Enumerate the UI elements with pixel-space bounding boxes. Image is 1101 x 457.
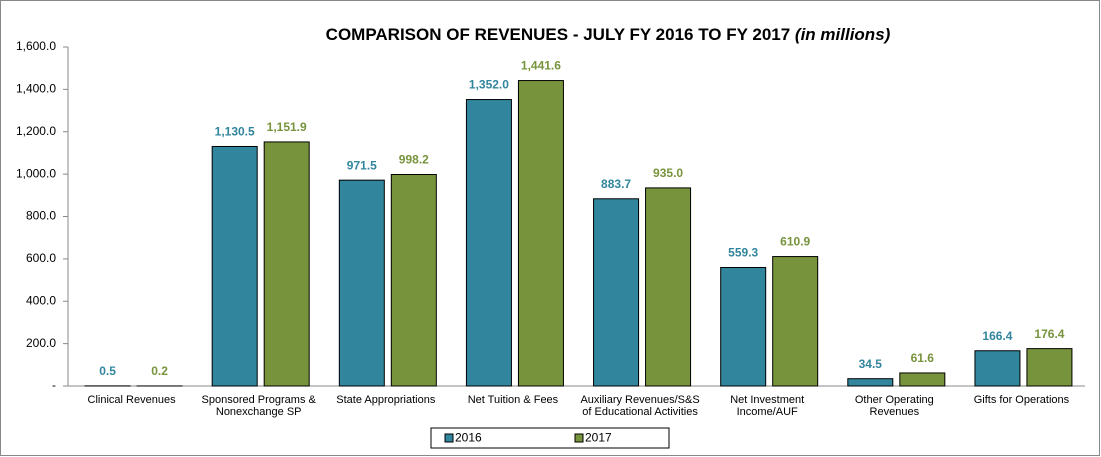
legend-box (430, 427, 670, 449)
y-tick-label: 600.0 (26, 251, 56, 265)
x-tick-line: Clinical Revenues (88, 394, 177, 406)
bar (720, 266, 767, 387)
data-label: 61.6 (911, 351, 935, 365)
x-tick-label: Net Investment Income/AUF (730, 394, 804, 418)
bar (517, 80, 564, 387)
legend-label: 2016 (455, 431, 482, 445)
y-tick-label: 1,600.0 (16, 39, 56, 53)
y-tick-label: 1,200.0 (16, 124, 56, 138)
data-label: 1,130.5 (215, 125, 255, 139)
title-main: COMPARISON OF REVENUES - JULY FY 2016 TO… (326, 25, 791, 44)
y-tick-label: - (52, 378, 56, 392)
bar (899, 372, 946, 387)
bar (211, 145, 258, 387)
bar (338, 179, 385, 387)
x-tick-line: Income/AUF (737, 406, 798, 418)
x-tick-line: State Appropriations (336, 394, 436, 406)
x-tick-line: Sponsored Programs & (202, 394, 317, 406)
data-label: 176.4 (1034, 327, 1064, 341)
bar (263, 141, 310, 387)
data-label: 883.7 (601, 177, 631, 191)
title-units: (in millions) (795, 25, 891, 44)
x-tick-label: Clinical Revenues (88, 394, 177, 406)
bar (390, 174, 437, 387)
x-tick-line: Other Operating (855, 394, 934, 406)
data-label: 935.0 (653, 166, 683, 180)
bar (1026, 348, 1073, 387)
x-tick-line: Net Investment (730, 394, 804, 406)
data-label: 0.5 (99, 364, 116, 378)
data-label: 1,441.6 (521, 59, 561, 73)
chart-title: COMPARISON OF REVENUES - JULY FY 2016 TO… (326, 25, 891, 44)
x-tick-label: Net Tuition & Fees (468, 394, 559, 406)
data-label: 0.2 (151, 364, 168, 378)
x-tick-line: of Educational Activities (582, 406, 698, 418)
data-label: 971.5 (347, 158, 377, 172)
y-tick-label: 1,400.0 (16, 82, 56, 96)
data-label: 559.3 (728, 246, 758, 260)
bar (593, 198, 640, 387)
bar (465, 99, 512, 387)
x-tick-line: Auxiliary Revenues/S&S (580, 394, 699, 406)
bar (974, 350, 1021, 387)
data-label: 34.5 (859, 357, 883, 371)
x-tick-line: Net Tuition & Fees (468, 394, 559, 406)
bar (847, 378, 894, 387)
legend-swatch (444, 433, 454, 443)
y-tick-label: 400.0 (26, 293, 56, 307)
data-label: 610.9 (780, 235, 810, 249)
x-tick-line: Revenues (870, 406, 920, 418)
data-label: 1,151.9 (267, 120, 307, 134)
x-tick-label: State Appropriations (336, 394, 436, 406)
data-label: 998.2 (399, 153, 429, 167)
bar (772, 256, 819, 387)
data-label: 1,352.0 (469, 78, 509, 92)
data-label: 166.4 (982, 329, 1012, 343)
y-tick-label: 800.0 (26, 209, 56, 223)
y-tick-label: 200.0 (26, 336, 56, 350)
legend-swatch (574, 433, 584, 443)
bar (645, 187, 692, 387)
x-tick-line: Gifts for Operations (974, 394, 1070, 406)
x-tick-label: Sponsored Programs & Nonexchange SP (202, 394, 317, 418)
x-tick-label: Auxiliary Revenues/S&S of Educational Act… (580, 394, 699, 418)
x-tick-label: Other Operating Revenues (855, 394, 934, 418)
x-tick-line: Nonexchange SP (216, 406, 302, 418)
x-tick-label: Gifts for Operations (974, 394, 1070, 406)
legend-label: 2017 (585, 431, 612, 445)
y-tick-label: 1,000.0 (16, 166, 56, 180)
